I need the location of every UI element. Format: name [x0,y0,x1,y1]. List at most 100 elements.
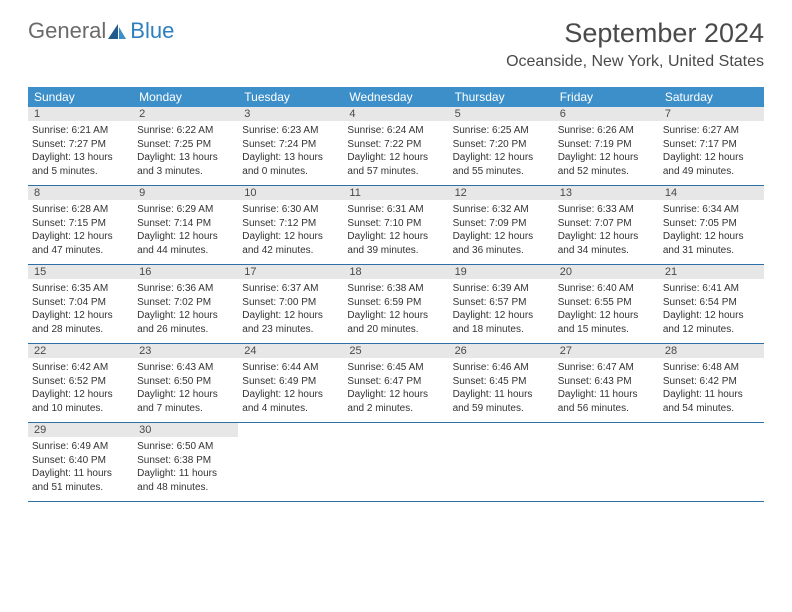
weekday-saturday: Saturday [659,87,764,107]
day-number: 15 [28,265,133,279]
sunrise-text: Sunrise: 6:32 AM [453,203,550,217]
sunset-text: Sunset: 6:43 PM [558,375,655,389]
day-number: 9 [133,186,238,200]
sunrise-text: Sunrise: 6:41 AM [663,282,760,296]
day-cell: 27Sunrise: 6:47 AMSunset: 6:43 PMDayligh… [554,344,659,422]
day-number: 8 [28,186,133,200]
sunrise-text: Sunrise: 6:28 AM [32,203,129,217]
sunrise-text: Sunrise: 6:47 AM [558,361,655,375]
day-info: Sunrise: 6:23 AMSunset: 7:24 PMDaylight:… [242,124,339,178]
day-info: Sunrise: 6:50 AMSunset: 6:38 PMDaylight:… [137,440,234,494]
week-row: 15 Sunrise: 6:35 AMSunset: 7:04 PMDayligh… [28,265,764,344]
day-info: Sunrise: 6:37 AMSunset: 7:00 PMDaylight:… [242,282,339,336]
sunrise-text: Sunrise: 6:37 AM [242,282,339,296]
sunset-text: Sunset: 7:02 PM [137,296,234,310]
sunset-text: Sunset: 7:09 PM [453,217,550,231]
sunrise-text: Sunrise: 6:36 AM [137,282,234,296]
weekday-friday: Friday [554,87,659,107]
day-info: Sunrise: 6:38 AMSunset: 6:59 PMDaylight:… [347,282,444,336]
day-cell: 2Sunrise: 6:22 AMSunset: 7:25 PMDaylight… [133,107,238,185]
day-info: Sunrise: 6:24 AMSunset: 7:22 PMDaylight:… [347,124,444,178]
daylight-text: Daylight: 11 hours and 48 minutes. [137,467,234,494]
day-number: 1 [28,107,133,121]
week-row: 22Sunrise: 6:42 AMSunset: 6:52 PMDayligh… [28,344,764,423]
daylight-text: Daylight: 12 hours and 7 minutes. [137,388,234,415]
sunrise-text: Sunrise: 6:35 AM [32,282,129,296]
sunrise-text: Sunrise: 6:42 AM [32,361,129,375]
sunset-text: Sunset: 7:15 PM [32,217,129,231]
day-number: 11 [343,186,448,200]
daylight-text: Daylight: 12 hours and 2 minutes. [347,388,444,415]
weekday-thursday: Thursday [449,87,554,107]
sunrise-text: Sunrise: 6:39 AM [453,282,550,296]
day-info: Sunrise: 6:45 AMSunset: 6:47 PMDaylight:… [347,361,444,415]
day-cell: 30Sunrise: 6:50 AMSunset: 6:38 PMDayligh… [133,423,238,501]
page-header: General Blue September 2024 Oceanside, N… [0,0,792,77]
daylight-text: Daylight: 12 hours and 12 minutes. [663,309,760,336]
location-text: Oceanside, New York, United States [506,53,764,71]
daylight-text: Daylight: 12 hours and 57 minutes. [347,151,444,178]
sunset-text: Sunset: 7:05 PM [663,217,760,231]
sunrise-text: Sunrise: 6:27 AM [663,124,760,138]
day-number: 5 [449,107,554,121]
day-info: Sunrise: 6:31 AMSunset: 7:10 PMDaylight:… [347,203,444,257]
day-cell [449,423,554,501]
sunrise-text: Sunrise: 6:46 AM [453,361,550,375]
sunset-text: Sunset: 7:17 PM [663,138,760,152]
day-number: 16 [133,265,238,279]
sunset-text: Sunset: 7:27 PM [32,138,129,152]
day-info: Sunrise: 6:49 AMSunset: 6:40 PMDaylight:… [32,440,129,494]
sunset-text: Sunset: 7:22 PM [347,138,444,152]
sunrise-text: Sunrise: 6:25 AM [453,124,550,138]
day-info: Sunrise: 6:21 AMSunset: 7:27 PMDaylight:… [32,124,129,178]
sunset-text: Sunset: 6:59 PM [347,296,444,310]
sunset-text: Sunset: 7:12 PM [242,217,339,231]
sunrise-text: Sunrise: 6:49 AM [32,440,129,454]
day-info: Sunrise: 6:40 AMSunset: 6:55 PMDaylight:… [558,282,655,336]
day-number: 17 [238,265,343,279]
day-number: 13 [554,186,659,200]
sunrise-text: Sunrise: 6:43 AM [137,361,234,375]
day-info: Sunrise: 6:42 AMSunset: 6:52 PMDaylight:… [32,361,129,415]
day-cell: 20Sunrise: 6:40 AMSunset: 6:55 PMDayligh… [554,265,659,343]
sunrise-text: Sunrise: 6:44 AM [242,361,339,375]
day-cell: 7Sunrise: 6:27 AMSunset: 7:17 PMDaylight… [659,107,764,185]
week-row: 8 Sunrise: 6:28 AMSunset: 7:15 PM Daylight… [28,186,764,265]
weekday-sunday: Sunday [28,87,133,107]
daylight-text: Daylight: 12 hours and 52 minutes. [558,151,655,178]
day-number: 4 [343,107,448,121]
sunrise-text: Sunrise: 6:31 AM [347,203,444,217]
sunset-text: Sunset: 6:55 PM [558,296,655,310]
daylight-text: Daylight: 11 hours and 54 minutes. [663,388,760,415]
day-cell: 4 Sunrise: 6:24 AMSunset: 7:22 PMDaylight… [343,107,448,185]
daylight-text: Daylight: 12 hours and 23 minutes. [242,309,339,336]
day-info: Sunrise: 6:33 AMSunset: 7:07 PMDaylight:… [558,203,655,257]
weekday-tuesday: Tuesday [238,87,343,107]
sunrise-text: Sunrise: 6:23 AM [242,124,339,138]
daylight-text: Daylight: 13 hours and 0 minutes. [242,151,339,178]
week-row: 29 Sunrise: 6:49 AMSunset: 6:40 PMDayligh… [28,423,764,502]
daylight-text: Daylight: 12 hours and 10 minutes. [32,388,129,415]
day-cell: 23Sunrise: 6:43 AMSunset: 6:50 PMDayligh… [133,344,238,422]
day-number: 21 [659,265,764,279]
day-cell: 19Sunrise: 6:39 AMSunset: 6:57 PMDayligh… [449,265,554,343]
sunset-text: Sunset: 6:42 PM [663,375,760,389]
sunrise-text: Sunrise: 6:48 AM [663,361,760,375]
day-info: Sunrise: 6:29 AMSunset: 7:14 PMDaylight:… [137,203,234,257]
sunset-text: Sunset: 6:47 PM [347,375,444,389]
sunset-text: Sunset: 7:25 PM [137,138,234,152]
day-number: 10 [238,186,343,200]
sunrise-text: Sunrise: 6:40 AM [558,282,655,296]
daylight-text: Daylight: 12 hours and 36 minutes. [453,230,550,257]
day-cell: 17 Sunrise: 6:37 AMSunset: 7:00 PMDayligh… [238,265,343,343]
brand-word-2: Blue [130,18,174,44]
daylight-text: Daylight: 13 hours and 3 minutes. [137,151,234,178]
day-info: Sunrise: 6:30 AMSunset: 7:12 PMDaylight:… [242,203,339,257]
day-cell: 3Sunrise: 6:23 AMSunset: 7:24 PMDaylight… [238,107,343,185]
calendar-grid: Sunday Monday Tuesday Wednesday Thursday… [28,87,764,502]
sunset-text: Sunset: 7:14 PM [137,217,234,231]
day-cell: 14Sunrise: 6:34 AMSunset: 7:05 PMDayligh… [659,186,764,264]
day-info: Sunrise: 6:35 AMSunset: 7:04 PMDaylight:… [32,282,129,336]
day-info: Sunrise: 6:25 AMSunset: 7:20 PMDaylight:… [453,124,550,178]
day-number: 29 [28,423,133,437]
